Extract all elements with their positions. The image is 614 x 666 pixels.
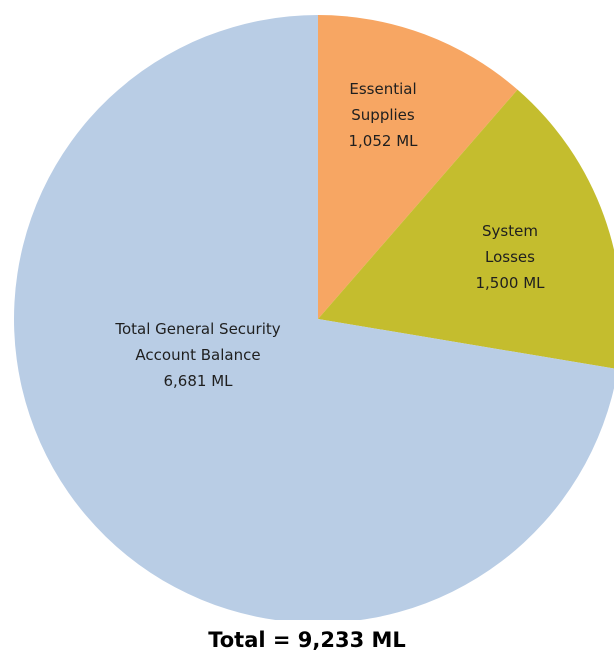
slice-label-line: 6,681 ML	[163, 372, 233, 390]
slice-label-2: System Losses 1,500 ML	[475, 222, 545, 292]
pie-chart: Essential Supplies 1,052 ML System Losses 1,5…	[14, 15, 614, 620]
pie-slice-2	[318, 89, 614, 369]
pie-slice-3	[14, 15, 614, 620]
slice-label-1: Essential Supplies 1,052 ML	[348, 80, 418, 150]
pie-slice-1	[318, 15, 518, 319]
slice-label-line: 1,052 ML	[348, 132, 418, 150]
slice-label-line: Account Balance	[135, 346, 260, 364]
slice-label-line: System	[482, 222, 538, 240]
slice-label-line: Essential	[349, 80, 416, 98]
slice-label-line: Losses	[485, 248, 535, 266]
slice-label-3: Total General Security Account Balance 6,6…	[114, 320, 280, 390]
slice-label-line: 1,500 ML	[475, 274, 545, 292]
slice-label-line: Total General Security	[114, 320, 280, 338]
slice-label-line: Supplies	[351, 106, 415, 124]
total-label: Total = 9,233 ML	[208, 628, 406, 652]
